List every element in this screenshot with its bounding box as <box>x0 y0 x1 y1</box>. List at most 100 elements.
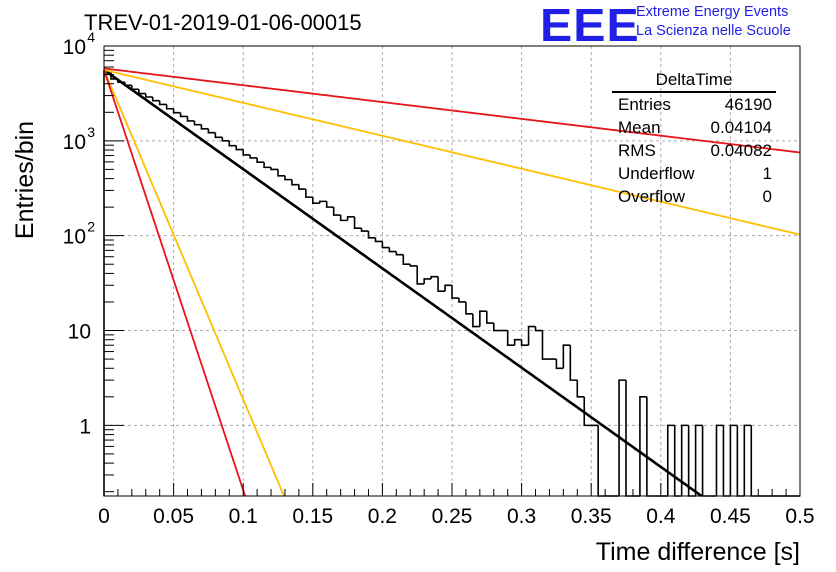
histogram-bin <box>555 359 564 370</box>
histogram-bin <box>284 175 292 181</box>
histogram-bin <box>541 330 550 360</box>
histogram-bin <box>694 424 703 496</box>
tick-labels: 0 0.05 0.1 0.15 0.2 0.25 0.3 0.35 0.4 0.45 0.51101… <box>63 29 815 528</box>
histogram-bin <box>625 380 633 497</box>
stats-title: DeltaTime <box>612 70 776 93</box>
histogram-bin <box>506 330 515 347</box>
histogram-bin <box>395 251 404 256</box>
histogram-bin <box>618 379 626 496</box>
histogram-bin <box>228 140 237 147</box>
histogram-bin <box>743 424 752 496</box>
histogram-bin <box>172 108 181 114</box>
y-tick-label: 10 <box>63 226 86 249</box>
logo-line-2: La Scienza nelle Scuole <box>636 23 791 39</box>
histogram-bin <box>165 104 174 110</box>
histogram-bin <box>193 120 202 126</box>
x-tick-label: 0.35 <box>571 505 612 528</box>
y-tick-label: 10 <box>63 131 86 154</box>
histogram-bin <box>639 396 647 496</box>
histogram-bin <box>353 216 362 229</box>
histogram-bin <box>729 424 738 496</box>
fit-curve-1 <box>103 67 801 154</box>
histogram-bin <box>131 85 139 91</box>
histogram-bin <box>680 424 689 496</box>
histogram-bin <box>492 323 501 332</box>
histogram-bin <box>451 285 459 299</box>
histogram-bin <box>666 424 675 496</box>
histogram-bin <box>520 339 529 347</box>
histogram-bin <box>339 215 348 222</box>
histogram-bin <box>186 116 195 122</box>
histogram-bin <box>138 89 146 95</box>
histogram-bin <box>513 338 522 346</box>
histogram-bin <box>437 276 446 292</box>
histogram-bin <box>388 247 397 253</box>
histogram-bin <box>144 93 153 98</box>
stats-value: 0.04082 <box>710 141 772 160</box>
histogram-bin <box>646 396 654 497</box>
histogram-bin <box>527 325 536 346</box>
x-tick-label: 0.45 <box>710 505 751 528</box>
stats-value: 0 <box>762 187 772 206</box>
histogram-bin <box>200 124 209 130</box>
logo-caption: Extreme Energy Events La Scienza nelle S… <box>636 3 791 41</box>
x-tick-label: 0.4 <box>646 505 676 528</box>
histogram-bin <box>367 231 376 239</box>
histogram-bin <box>332 207 341 216</box>
fit-curve-0 <box>103 68 703 498</box>
stats-label: Underflow <box>618 164 695 183</box>
histogram-bin <box>221 137 230 142</box>
histogram-bin <box>583 396 592 427</box>
histogram-bin <box>423 278 432 284</box>
histogram-bin <box>325 201 334 208</box>
histogram-bin <box>249 154 258 159</box>
stats-row-overflow: Overflow 0 <box>612 185 776 208</box>
histogram-bin <box>673 425 682 497</box>
stats-row-underflow: Underflow 1 <box>612 162 776 185</box>
histogram-bin <box>750 425 759 497</box>
x-tick-label: 0.3 <box>507 505 536 528</box>
histogram-bin <box>256 157 265 164</box>
fit-curve-2 <box>103 69 801 236</box>
histogram-bin <box>402 254 411 266</box>
x-tick-label: 0.5 <box>785 505 814 528</box>
histogram-bin <box>158 100 167 106</box>
histogram-bin <box>312 197 320 205</box>
stats-row-entries: Entries 46190 <box>612 93 776 116</box>
stats-row-mean: Mean 0.04104 <box>612 116 776 139</box>
chart-grid <box>104 46 800 496</box>
histogram-bin <box>458 298 466 303</box>
histogram-bin <box>151 96 160 102</box>
y-tick-label: 10 <box>68 321 91 344</box>
stats-row-rms: RMS 0.04082 <box>612 139 776 162</box>
y-tick-label: 10 <box>63 36 86 59</box>
histogram-bin <box>263 162 272 169</box>
histogram-bin <box>715 424 724 496</box>
histogram-bin <box>242 149 251 156</box>
histogram-bin <box>687 425 696 497</box>
stats-label: Overflow <box>618 187 686 206</box>
histogram-bin <box>409 264 418 267</box>
histogram-bin <box>103 70 111 496</box>
histogram-bin <box>298 184 306 190</box>
x-tick-label: 0.05 <box>153 505 194 528</box>
histogram-bin <box>381 241 390 249</box>
histogram-bin <box>270 167 278 171</box>
histogram-bin <box>277 169 285 177</box>
histogram-bin <box>722 425 731 497</box>
fit-curves <box>103 67 801 498</box>
logo-line-1: Extreme Energy Events <box>636 4 789 20</box>
histogram-bin <box>576 380 585 398</box>
histogram-bin <box>374 237 383 243</box>
stats-label: Mean <box>618 118 661 137</box>
y-tick-label: 1 <box>79 415 91 438</box>
histogram-bin <box>472 313 480 328</box>
histogram-bin <box>465 301 473 315</box>
stats-label: RMS <box>618 141 656 160</box>
y-tick-exponent: 3 <box>87 124 95 140</box>
histogram-bin <box>736 425 745 497</box>
histogram-bin <box>479 310 487 327</box>
histogram-bin <box>701 425 710 497</box>
histogram-bin <box>430 275 439 279</box>
